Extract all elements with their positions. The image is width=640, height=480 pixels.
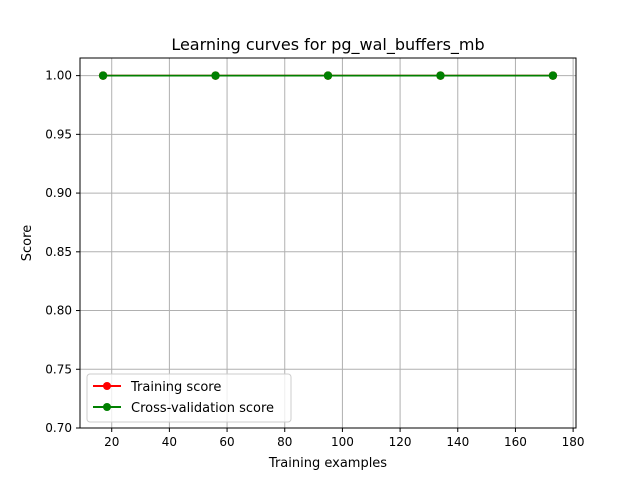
series-layer: [98, 71, 558, 80]
y-tick-label: 1.00: [45, 69, 72, 83]
x-tick-label: 140: [446, 435, 469, 449]
legend-marker-training: [103, 382, 111, 390]
y-axis-ticks: 0.70 0.75 0.80 0.85 0.90 0.95 1.00: [45, 69, 80, 435]
x-tick-label: 160: [504, 435, 527, 449]
x-tick-label: 120: [389, 435, 412, 449]
data-point-cross-validation-score: [211, 71, 220, 80]
x-tick-label: 40: [162, 435, 177, 449]
x-tick-label: 60: [219, 435, 234, 449]
data-point-cross-validation-score: [436, 71, 445, 80]
x-tick-label: 100: [331, 435, 354, 449]
legend-label-training: Training score: [130, 380, 221, 395]
y-tick-label: 0.90: [45, 186, 72, 200]
data-point-cross-validation-score: [548, 71, 558, 80]
data-point-cross-validation-score: [323, 71, 333, 80]
y-tick-label: 0.75: [45, 362, 72, 376]
y-tick-label: 0.70: [45, 421, 72, 435]
data-point-cross-validation-score: [98, 71, 108, 80]
x-tick-label: 180: [562, 435, 585, 449]
y-axis-label: Score: [20, 225, 35, 261]
y-tick-label: 0.85: [45, 245, 72, 259]
x-axis-ticks: 20 40 60 80 100 120 140 160 180: [104, 428, 585, 449]
legend-marker-cross-validation: [103, 403, 111, 411]
x-axis-label: Training examples: [268, 456, 387, 471]
y-tick-label: 0.80: [45, 304, 72, 318]
legend-box: [86, 373, 292, 423]
plot-frame: [79, 57, 577, 429]
x-tick-label: 80: [277, 435, 292, 449]
legend: Training score Cross-validation score: [86, 373, 292, 423]
legend-label-cross-validation: Cross-validation score: [131, 401, 274, 416]
chart-title: Learning curves for pg_wal_buffers_mb: [171, 35, 484, 55]
y-tick-label: 0.95: [45, 127, 72, 141]
x-tick-label: 20: [104, 435, 119, 449]
